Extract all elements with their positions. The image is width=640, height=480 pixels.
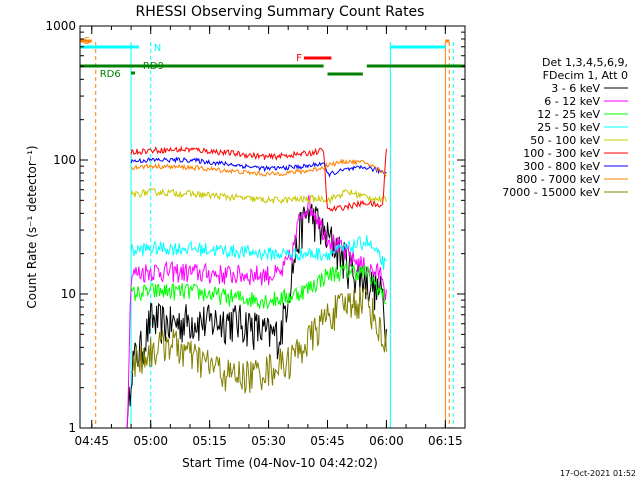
rate-decim-9-label: RD9 <box>143 61 164 72</box>
saa-label: S <box>84 36 90 47</box>
legend-label: 50 - 100 keV <box>530 134 600 147</box>
legend: Det 1,3,4,5,6,9, FDecim 1, Att 0 3 - 6 k… <box>502 56 628 199</box>
x-tick-label: 05:30 <box>251 434 286 448</box>
y-axis-label: Count Rate (s⁻¹ detector⁻¹) <box>25 145 39 308</box>
y-tick-label: 1 <box>68 421 76 435</box>
legend-label: 25 - 50 keV <box>537 121 600 134</box>
legend-label: 3 - 6 keV <box>551 82 600 95</box>
legend-label: 300 - 800 keV <box>523 160 600 173</box>
y-tick-label: 1000 <box>45 19 76 33</box>
state-bars: S N F RD9 RD6 <box>80 36 465 80</box>
chart-title: RHESSI Observing Summary Count Rates <box>136 4 425 20</box>
x-tick-label: 05:00 <box>133 434 168 448</box>
legend-header-line-1: Det 1,3,4,5,6,9, <box>542 56 628 69</box>
mode-change-lines <box>95 42 454 428</box>
plot-frame <box>79 25 466 429</box>
series-50-100-kev <box>130 187 387 205</box>
series-12-25-kev <box>130 261 387 310</box>
data-series <box>126 145 387 429</box>
legend-label: 7000 - 15000 keV <box>502 186 600 199</box>
series-100-300-kev <box>130 145 387 212</box>
x-tick-label: 05:45 <box>310 434 345 448</box>
legend-label: 12 - 25 keV <box>537 108 600 121</box>
timestamp: 17-Oct-2021 01:52 <box>560 469 636 478</box>
series-6-12-kev <box>126 195 387 429</box>
legend-label: 100 - 300 keV <box>523 147 600 160</box>
y-tick-label: 100 <box>53 153 76 167</box>
x-axis-label: Start Time (04-Nov-10 04:42:02) <box>182 456 378 470</box>
axes: 04:45 05:00 05:15 05:30 05:45 06:00 06:15 1 10 10… <box>45 19 465 448</box>
series-7000-15000-kev <box>130 286 387 394</box>
legend-label: 6 - 12 keV <box>544 95 600 108</box>
flare-label: F <box>296 53 302 64</box>
y-tick-label: 10 <box>61 287 76 301</box>
x-tick-label: 06:00 <box>369 434 404 448</box>
series-300-800-kev <box>130 156 387 178</box>
series-25-50-kev <box>130 235 387 270</box>
night-label: N <box>154 43 161 54</box>
x-tick-label: 06:15 <box>428 434 463 448</box>
series-3-6-kev <box>126 203 387 429</box>
legend-header-line-2: FDecim 1, Att 0 <box>543 69 628 82</box>
x-tick-label: 04:45 <box>74 434 109 448</box>
x-tick-label: 05:15 <box>192 434 227 448</box>
legend-label: 800 - 7000 keV <box>516 173 600 186</box>
rate-decim-6-label: RD6 <box>100 69 121 80</box>
series-800-7000-kev <box>131 158 387 178</box>
